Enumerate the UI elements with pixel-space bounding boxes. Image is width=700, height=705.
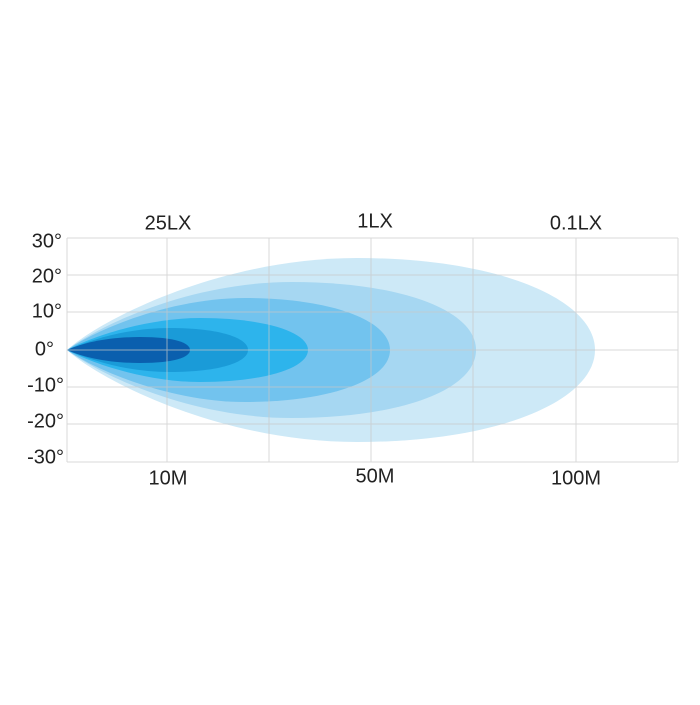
angle-label: 30° <box>32 230 62 252</box>
angle-label: 0° <box>35 338 54 360</box>
angle-label: -20° <box>27 410 64 432</box>
angle-label: -10° <box>27 374 64 396</box>
lux-label: 25LX <box>145 212 192 234</box>
distance-label: 10M <box>149 467 188 489</box>
distance-label: 50M <box>356 465 395 487</box>
distance-label: 100M <box>551 467 601 489</box>
lux-label: 1LX <box>357 210 393 232</box>
angle-label: 10° <box>32 300 62 322</box>
lux-label: 0.1LX <box>550 212 602 234</box>
angle-label: -30° <box>27 446 64 468</box>
labels: 25LX 1LX 0.1LX 30° 20° 10° 0° -10° -20° … <box>27 210 602 489</box>
grid <box>66 237 679 463</box>
angle-label: 20° <box>32 265 62 287</box>
